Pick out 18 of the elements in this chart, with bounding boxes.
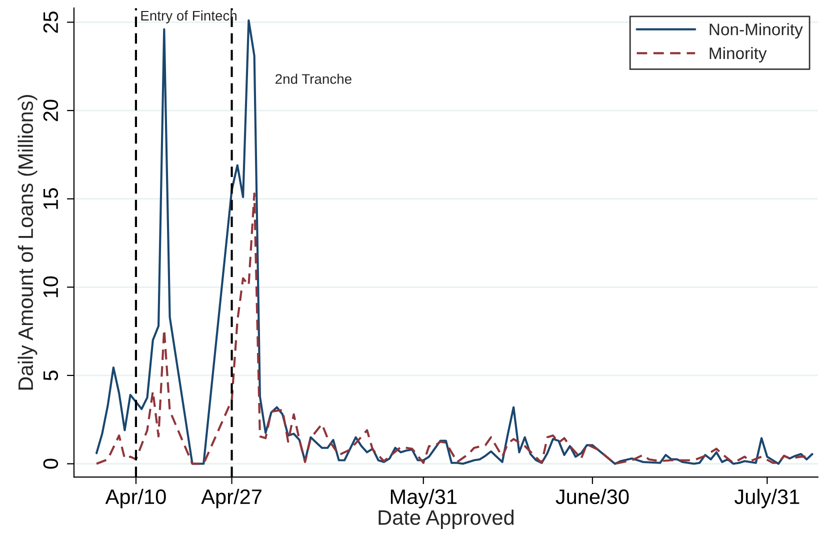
y-tick-label: 0 (43, 458, 58, 469)
x-axis-title: Date Approved (378, 510, 514, 530)
x-tick-label: June/30 (556, 488, 629, 504)
y-tick-label: 15 (44, 188, 58, 209)
x-tick-label: Apr/10 (105, 488, 166, 508)
line-series (95, 192, 808, 465)
x-tick-label: July/31 (734, 488, 800, 508)
y-axis-title: Daily Amount of Loans (Millions) (18, 95, 38, 390)
x-tick-label: Apr/27 (201, 488, 262, 508)
y-tick-label: 5 (44, 370, 58, 380)
legend-label: Non-Minority (710, 23, 803, 39)
y-tick-label: 25 (43, 12, 58, 33)
x-tick-label: May/31 (390, 488, 457, 508)
y-tick-label: 10 (43, 276, 58, 298)
legend-label: Minority (710, 46, 767, 62)
annotation: 2nd Tranche (276, 74, 352, 84)
y-tick-label: 20 (43, 100, 58, 122)
ref-line-label: Entry of Fintech (141, 10, 236, 24)
